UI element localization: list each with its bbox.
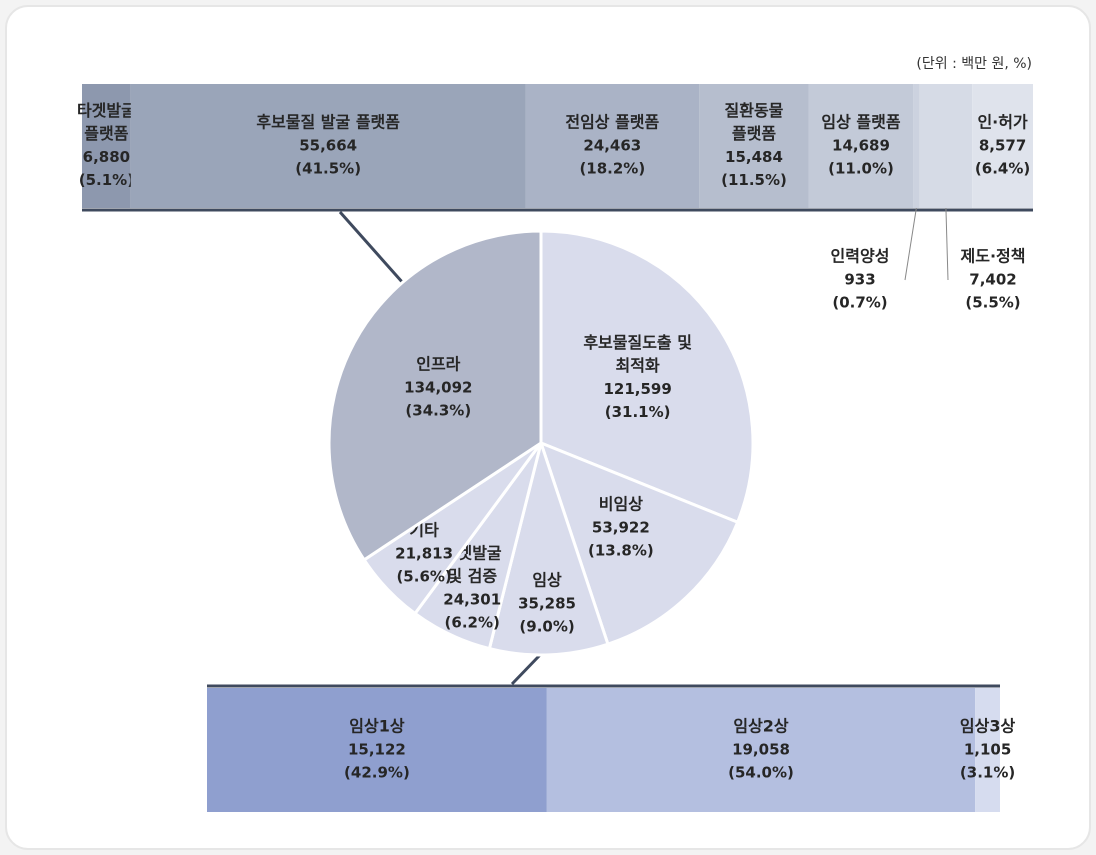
category-label: 최적화 bbox=[616, 356, 660, 375]
unit-note: (단위 : 백만 원, %) bbox=[916, 56, 1032, 72]
share-label: (41.5%) bbox=[295, 160, 361, 178]
category-label: 임상 bbox=[532, 571, 562, 590]
bar-segment bbox=[975, 688, 1000, 812]
value-label: 24,301 bbox=[443, 591, 501, 609]
connector bbox=[338, 211, 405, 284]
category-label: 인·허가 bbox=[977, 113, 1028, 132]
category-label: 인프라 bbox=[416, 354, 460, 373]
value-label: 14,689 bbox=[832, 137, 890, 155]
category-label: 후보물질도출 및 bbox=[583, 333, 692, 352]
share-label: (31.1%) bbox=[605, 403, 671, 421]
share-label: (42.9%) bbox=[344, 764, 410, 782]
category-label: 제도·정책 bbox=[961, 247, 1026, 266]
share-label: (0.7%) bbox=[832, 294, 887, 312]
bar-segment bbox=[808, 84, 914, 208]
bar-segment bbox=[919, 84, 973, 208]
category-label: 인력양성 bbox=[831, 247, 890, 266]
category-label: 타겟발굴 bbox=[77, 101, 136, 120]
share-label: (6.2%) bbox=[445, 614, 500, 632]
pie-slice bbox=[539, 229, 755, 525]
share-label: (11.5%) bbox=[721, 171, 787, 189]
value-label: 121,599 bbox=[603, 380, 671, 398]
bar-segment bbox=[525, 84, 700, 208]
category-label: 및 검증 bbox=[447, 567, 497, 586]
category-label: 플랫폼 bbox=[84, 124, 128, 143]
category-label: 플랫폼 bbox=[732, 124, 776, 143]
share-label: (13.8%) bbox=[588, 541, 654, 559]
value-label: 19,058 bbox=[732, 741, 790, 759]
share-label: (34.3%) bbox=[405, 401, 471, 419]
leader-line bbox=[945, 207, 949, 281]
bar-segment bbox=[699, 84, 809, 208]
share-label: (3.1%) bbox=[960, 764, 1015, 782]
share-label: (5.6%) bbox=[396, 567, 451, 585]
value-label: 35,285 bbox=[518, 595, 576, 613]
value-label: 8,577 bbox=[979, 137, 1026, 155]
category-label: 후보물질 발굴 플랫폼 bbox=[256, 113, 400, 132]
pie-slice bbox=[327, 229, 543, 562]
category-label: 임상3상 bbox=[960, 717, 1016, 736]
share-label: (5.1%) bbox=[79, 171, 134, 189]
bar-segment bbox=[207, 688, 547, 812]
value-label: 6,880 bbox=[83, 148, 130, 166]
value-label: 53,922 bbox=[592, 518, 650, 536]
value-label: 1,105 bbox=[964, 741, 1011, 759]
share-label: (5.5%) bbox=[965, 294, 1020, 312]
category-label: 비임상 bbox=[599, 494, 643, 513]
category-label: 임상2상 bbox=[733, 717, 789, 736]
bar-segment bbox=[130, 84, 526, 208]
share-label: (54.0%) bbox=[728, 764, 794, 782]
share-label: (9.0%) bbox=[519, 618, 574, 636]
bar-segment bbox=[913, 84, 920, 208]
share-label: (11.0%) bbox=[828, 160, 894, 178]
bar-segment bbox=[546, 688, 976, 812]
leader-line bbox=[904, 207, 917, 281]
value-label: 7,402 bbox=[969, 271, 1016, 289]
connector bbox=[510, 653, 542, 686]
category-label: 질환동물 bbox=[725, 101, 784, 120]
pie-slice bbox=[487, 437, 610, 657]
value-label: 15,484 bbox=[725, 148, 783, 166]
value-label: 933 bbox=[844, 271, 875, 289]
category-label: 임상1상 bbox=[349, 717, 405, 736]
share-label: (18.2%) bbox=[579, 160, 645, 178]
category-label: 임상 플랫폼 bbox=[821, 113, 900, 132]
value-label: 15,122 bbox=[348, 741, 406, 759]
value-label: 21,813 bbox=[395, 544, 453, 562]
bar-segment bbox=[972, 84, 1033, 208]
value-label: 55,664 bbox=[299, 137, 357, 155]
category-label: 전임상 플랫폼 bbox=[565, 113, 659, 132]
value-label: 134,092 bbox=[404, 378, 472, 396]
pie-slice bbox=[538, 440, 740, 647]
value-label: 24,463 bbox=[583, 137, 641, 155]
bar-segment bbox=[82, 84, 131, 208]
share-label: (6.4%) bbox=[975, 160, 1030, 178]
